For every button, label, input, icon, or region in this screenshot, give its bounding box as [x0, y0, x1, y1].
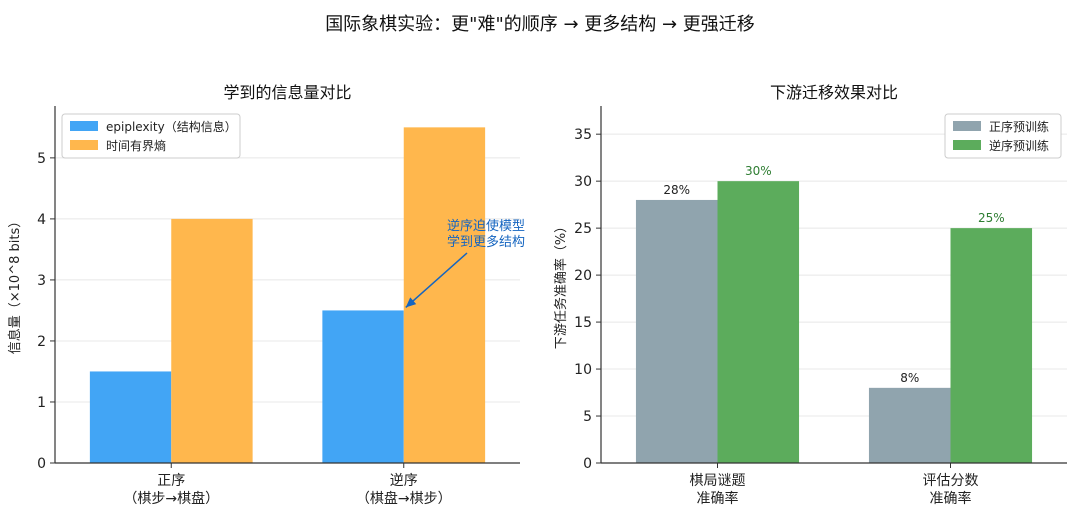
- y-tick-label: 4: [37, 212, 46, 228]
- y-tick-label: 0: [583, 456, 592, 472]
- y-tick-label: 5: [37, 151, 46, 167]
- legend-label: epiplexity（结构信息）: [106, 119, 237, 134]
- y-tick-label: 10: [574, 362, 592, 378]
- bar: [868, 387, 951, 463]
- legend-label: 逆序预训练: [989, 138, 1049, 153]
- annotation-arrow-line: [405, 252, 468, 308]
- legend-swatch: [70, 121, 98, 131]
- y-tick-label: 35: [574, 127, 592, 143]
- bar: [635, 199, 718, 463]
- figure-title: 国际象棋实验：更"难"的顺序 → 更多结构 → 更强迁移: [325, 14, 755, 35]
- x-tick-label: 棋局谜题准确率: [690, 473, 746, 507]
- bar: [403, 127, 486, 463]
- bar: [950, 228, 1033, 463]
- legend-label: 正序预训练: [989, 119, 1049, 134]
- y-tick-label: 0: [37, 456, 46, 472]
- bar: [717, 181, 800, 463]
- bar: [171, 218, 253, 463]
- y-tick-label: 3: [37, 273, 46, 289]
- y-tick-label: 30: [574, 174, 592, 190]
- annotation-text: 逆序迫使模型学到更多结构: [447, 218, 525, 250]
- bar: [322, 310, 404, 463]
- data-label: 25%: [978, 211, 1005, 225]
- y-tick-label: 1: [37, 395, 46, 411]
- y-tick-label: 5: [583, 409, 592, 425]
- data-label: 8%: [900, 371, 919, 385]
- x-tick-label: 正序（棋步→棋盘）: [123, 473, 219, 507]
- legend-swatch: [70, 140, 98, 150]
- data-label: 28%: [663, 183, 690, 197]
- chart-information-comparison: 学到的信息量对比 0 1 2 3 4 5 正序（棋步→棋盘） 逆序（棋盘→棋步） 信息量（×10^…: [7, 83, 525, 507]
- y-tick-label: 25: [574, 221, 592, 237]
- y-tick-label: 2: [37, 334, 46, 350]
- legend: epiplexity（结构信息） 时间有界熵: [61, 113, 241, 159]
- x-tick-label: 评估分数准确率: [923, 473, 979, 507]
- legend-label: 时间有界熵: [106, 138, 166, 153]
- legend-frame: [61, 113, 241, 159]
- chart-transfer-comparison: 下游迁移效果对比 0 5 10 15 20 25 30 35 28% 8% 30% 25% 棋局谜题准确率…: [553, 83, 1067, 507]
- data-label: 30%: [745, 164, 772, 178]
- legend-swatch: [953, 140, 981, 150]
- y-tick-label: 15: [574, 315, 592, 331]
- y-axis-label: 信息量（×10^8 bits）: [7, 215, 23, 354]
- y-tick-label: 20: [574, 268, 592, 284]
- annotation-arrow-head: [405, 297, 417, 308]
- x-tick-label: 逆序（棋盘→棋步）: [356, 473, 452, 507]
- y-axis-label: 下游任务准确率（%）: [553, 220, 569, 349]
- chart-title: 下游迁移效果对比: [770, 83, 898, 102]
- legend-swatch: [953, 121, 981, 131]
- chart-title: 学到的信息量对比: [223, 83, 351, 102]
- bar: [89, 371, 172, 463]
